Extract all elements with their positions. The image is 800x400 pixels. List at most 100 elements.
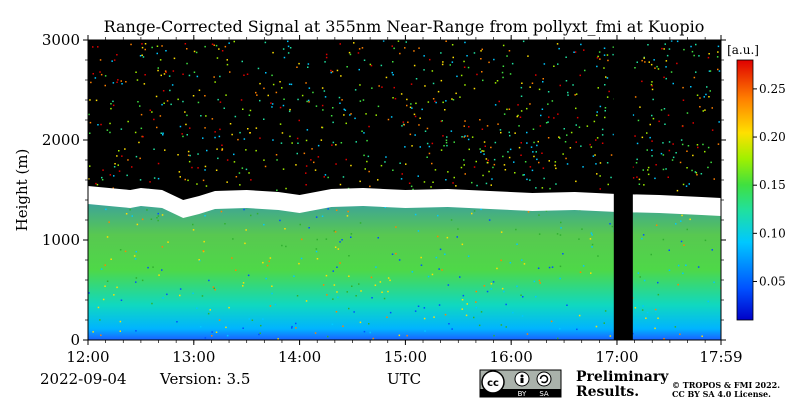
speckle <box>327 176 329 179</box>
speckle <box>708 53 710 55</box>
speckle <box>271 106 273 108</box>
speckle <box>139 179 142 181</box>
speckle <box>590 146 593 148</box>
speckle-low <box>335 209 338 211</box>
speckle <box>662 168 665 171</box>
speckle <box>186 48 188 50</box>
speckle <box>270 102 272 104</box>
speckle <box>596 57 599 59</box>
speckle <box>452 56 454 59</box>
speckle-low <box>105 208 107 211</box>
speckle <box>445 100 447 102</box>
speckle-low <box>355 295 357 297</box>
speckle <box>410 83 413 85</box>
speckle <box>96 183 99 186</box>
speckle-low <box>251 319 254 321</box>
speckle <box>239 184 241 186</box>
speckle <box>403 124 405 126</box>
speckle <box>310 159 312 161</box>
speckle <box>165 50 167 52</box>
speckle-low <box>336 291 338 293</box>
speckle-low <box>398 334 401 337</box>
speckle <box>224 45 227 48</box>
speckle <box>361 130 363 132</box>
speckle <box>503 164 506 166</box>
speckle <box>359 84 361 86</box>
speckle-low <box>686 228 688 231</box>
x-tick-label: 13:00 <box>172 348 215 366</box>
speckle <box>288 83 291 85</box>
speckle <box>121 155 123 157</box>
speckle <box>426 156 428 158</box>
speckle-low <box>316 238 318 241</box>
speckle <box>206 149 208 152</box>
speckle-low <box>315 250 318 253</box>
speckle <box>89 121 92 124</box>
speckle-low <box>486 290 489 293</box>
speckle <box>556 43 559 45</box>
speckle-low <box>560 221 562 224</box>
speckle <box>686 112 689 114</box>
speckle <box>193 50 196 53</box>
speckle <box>275 154 278 156</box>
speckle <box>177 154 179 156</box>
speckle <box>699 106 701 108</box>
speckle <box>364 168 366 170</box>
speckle-low <box>512 311 514 314</box>
speckle <box>487 161 489 164</box>
speckle <box>135 71 137 73</box>
speckle-low <box>279 219 281 222</box>
speckle <box>668 48 671 50</box>
speckle-low <box>295 322 297 325</box>
speckle <box>166 100 169 102</box>
speckle-low <box>225 326 227 329</box>
speckle <box>453 141 455 143</box>
speckle <box>445 141 448 144</box>
speckle-low <box>231 257 233 259</box>
speckle <box>110 103 112 105</box>
speckle <box>264 41 267 44</box>
speckle-low <box>204 215 206 217</box>
speckle <box>452 182 454 184</box>
speckle <box>225 94 227 96</box>
speckle <box>140 113 143 116</box>
speckle-low <box>131 215 133 217</box>
speckle <box>481 128 484 130</box>
speckle <box>665 77 667 80</box>
speckle-low <box>655 310 657 313</box>
speckle <box>663 108 666 110</box>
speckle <box>226 63 229 66</box>
speckle <box>523 174 525 176</box>
speckle-low <box>609 335 612 337</box>
speckle <box>332 121 334 124</box>
speckle <box>355 141 357 143</box>
speckle-low <box>157 212 159 215</box>
speckle <box>139 105 141 107</box>
speckle <box>451 61 454 63</box>
speckle-low <box>417 305 420 307</box>
speckle <box>120 128 123 130</box>
speckle <box>391 45 393 47</box>
x-axis: 12:00 13:00 14:00 15:00 16:00 17:00 17:59 <box>66 35 743 366</box>
speckle <box>476 184 478 187</box>
speckle-low <box>353 311 355 313</box>
speckle-low <box>681 214 683 217</box>
speckle <box>242 108 244 110</box>
speckle <box>365 113 367 115</box>
speckle-low <box>124 250 127 253</box>
speckle <box>662 142 664 144</box>
speckle <box>367 155 370 158</box>
speckle <box>184 111 186 113</box>
speckle <box>305 172 307 174</box>
speckle-low <box>387 290 389 293</box>
speckle <box>171 84 174 86</box>
speckle-low <box>662 238 665 241</box>
speckle-low <box>713 281 715 284</box>
speckle <box>392 97 394 99</box>
speckle <box>217 98 219 101</box>
speckle-low <box>157 215 160 217</box>
speckle <box>592 155 595 157</box>
speckle <box>566 134 568 136</box>
speckle <box>387 118 390 121</box>
speckle-low <box>299 223 301 226</box>
